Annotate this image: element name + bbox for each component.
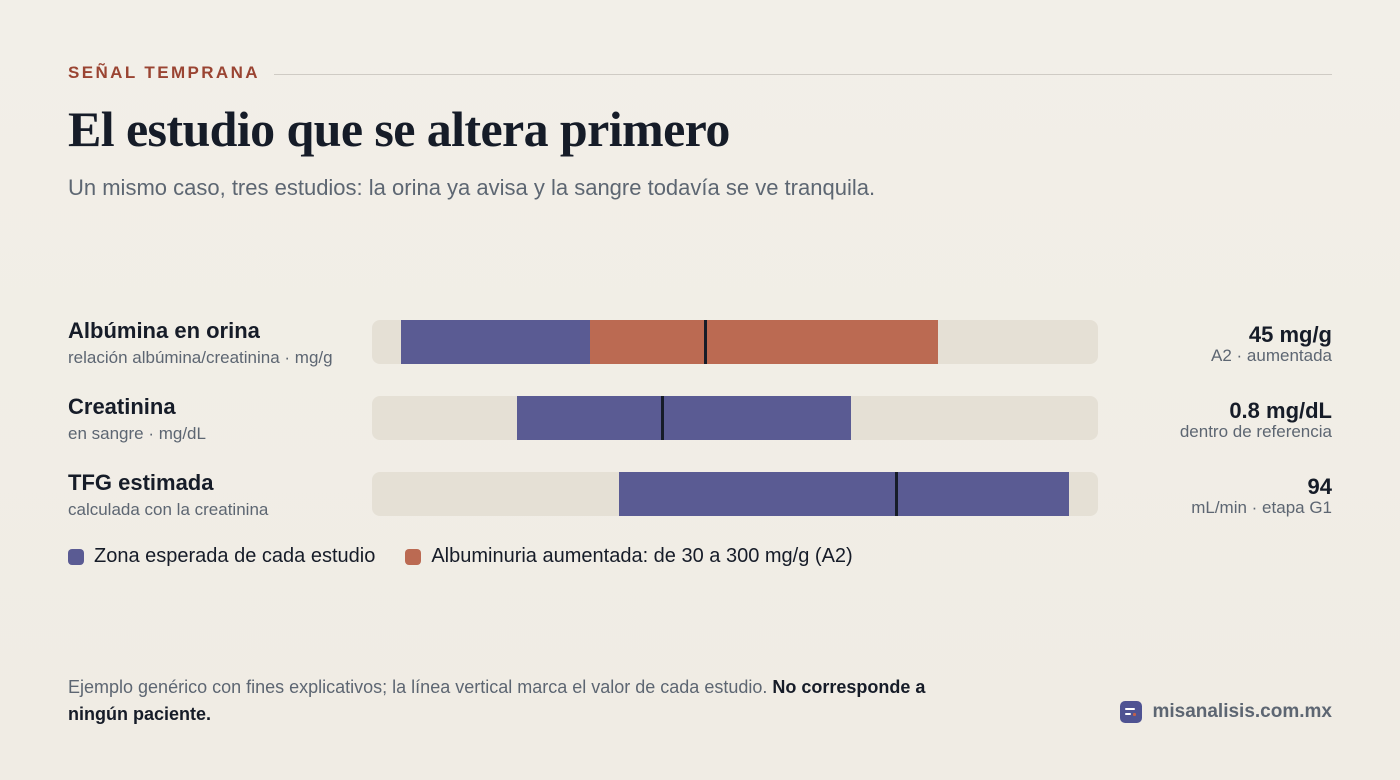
footnote: Ejemplo genérico con fines explicativos;… xyxy=(68,674,948,728)
row-name: Creatinina xyxy=(68,394,176,419)
legend-label-albuminuria: Albuminuria aumentada: de 30 a 300 mg/g … xyxy=(431,545,853,567)
row-sublabel: calculada con la creatinina xyxy=(68,500,269,519)
chart-lines-icon xyxy=(1120,701,1143,723)
row-value: 45 mg/g xyxy=(1248,322,1332,347)
eyebrow-row: SEÑAL TEMPRANA xyxy=(68,63,1332,83)
row-sublabel: en sangre · mg/dL xyxy=(68,424,206,443)
value-marker xyxy=(894,472,898,516)
value-marker xyxy=(660,396,664,440)
page-subtitle: Un mismo caso, tres estudios: la orina y… xyxy=(68,175,876,200)
page-title: El estudio que se altera primero xyxy=(68,101,730,157)
chart-row: Creatinina en sangre · mg/dL 0.8 mg/dL dent… xyxy=(0,394,1400,456)
eyebrow-divider xyxy=(273,73,1332,75)
range-segment-expected xyxy=(618,472,1069,516)
eyebrow-label: SEÑAL TEMPRANA xyxy=(68,63,260,82)
row-value: 94 xyxy=(1307,474,1332,499)
legend-swatch-albuminuria xyxy=(405,548,422,565)
brand-link[interactable]: misanalisis.com.mx xyxy=(1152,701,1332,722)
range-track xyxy=(372,320,1098,364)
range-segment-albuminuria xyxy=(589,320,939,364)
footnote-text: Ejemplo genérico con fines explicativos;… xyxy=(68,677,773,697)
footnote-bold: No corresponde a ningún paciente. xyxy=(68,677,926,724)
range-track xyxy=(372,472,1098,516)
chart-row: TFG estimada calculada con la creatinina 9… xyxy=(0,470,1400,532)
row-sublabel: relación albúmina/creatinina · mg/g xyxy=(68,348,333,367)
range-track xyxy=(372,396,1098,440)
chart-row: Albúmina en orina relación albúmina/creat… xyxy=(0,318,1400,380)
brand[interactable]: misanalisis.com.mx xyxy=(1120,701,1332,723)
range-segment-expected xyxy=(401,320,590,364)
row-status: A2 · aumentada xyxy=(1211,346,1332,365)
legend-label-expected: Zona esperada de cada estudio xyxy=(94,545,376,567)
legend-item-albuminuria: Albuminuria aumentada: de 30 a 300 mg/g … xyxy=(405,545,853,568)
legend-item-expected: Zona esperada de cada estudio xyxy=(68,545,375,568)
value-marker xyxy=(704,320,708,364)
row-status: mL/min · etapa G1 xyxy=(1191,498,1332,517)
row-name: TFG estimada xyxy=(68,470,214,495)
legend: Zona esperada de cada estudio Albuminuri… xyxy=(68,545,883,568)
row-value: 0.8 mg/dL xyxy=(1229,398,1332,423)
row-status: dentro de referencia xyxy=(1179,422,1332,441)
row-name: Albúmina en orina xyxy=(68,318,260,343)
range-segment-expected xyxy=(517,396,852,440)
legend-swatch-expected xyxy=(68,548,84,565)
